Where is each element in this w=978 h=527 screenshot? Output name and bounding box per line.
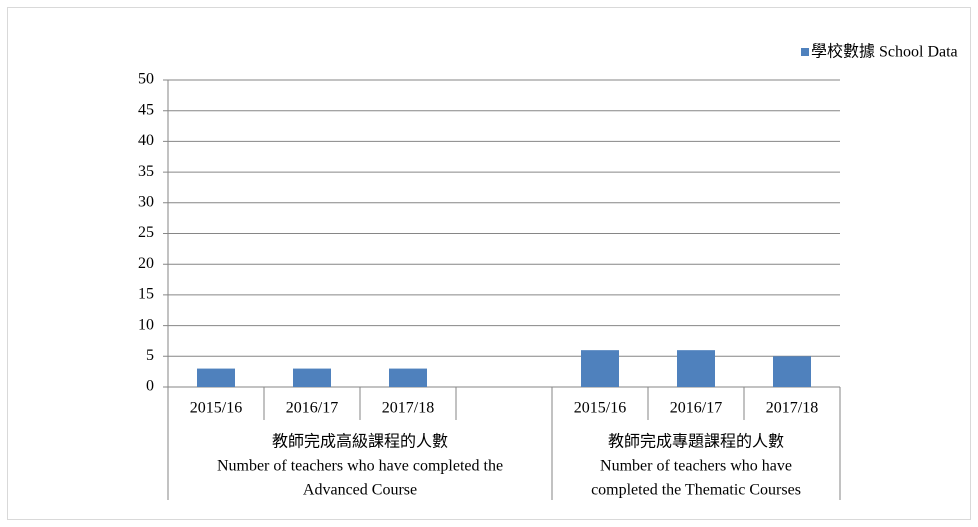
x-tick-label: 2017/18 [766,400,818,417]
y-tick-label: 5 [146,347,154,364]
y-tick-label: 35 [138,163,154,180]
y-tick-label: 15 [138,286,154,303]
bar [773,356,811,387]
y-tick-label: 40 [138,132,154,149]
y-tick-label: 30 [138,193,154,210]
bar [677,350,715,387]
y-tick-label: 45 [138,101,154,118]
y-tick-label: 0 [146,378,154,395]
x-tick-label: 2017/18 [382,400,434,417]
legend-swatch [801,48,809,56]
bar [197,368,235,387]
x-tick-label: 2015/16 [190,400,242,417]
group-label: Number of teachers who have [600,458,792,475]
chart-border [7,7,971,520]
bar [293,368,331,387]
x-tick-label: 2016/17 [286,400,338,417]
group-label: completed the Thematic Courses [591,482,801,499]
x-tick-label: 2016/17 [670,400,722,417]
legend-label: 學校數據 School Data [811,43,958,61]
bar [389,368,427,387]
group-label: 教師完成專題課程的人數 [608,433,784,451]
y-tick-label: 50 [138,71,154,88]
y-tick-label: 25 [138,224,154,241]
x-tick-label: 2015/16 [574,400,626,417]
group-label: Number of teachers who have completed th… [217,458,503,475]
y-tick-label: 10 [138,316,154,333]
bar [581,350,619,387]
group-label: 教師完成高級課程的人數 [272,433,448,451]
group-label: Advanced Course [303,482,417,499]
y-tick-label: 20 [138,255,154,272]
